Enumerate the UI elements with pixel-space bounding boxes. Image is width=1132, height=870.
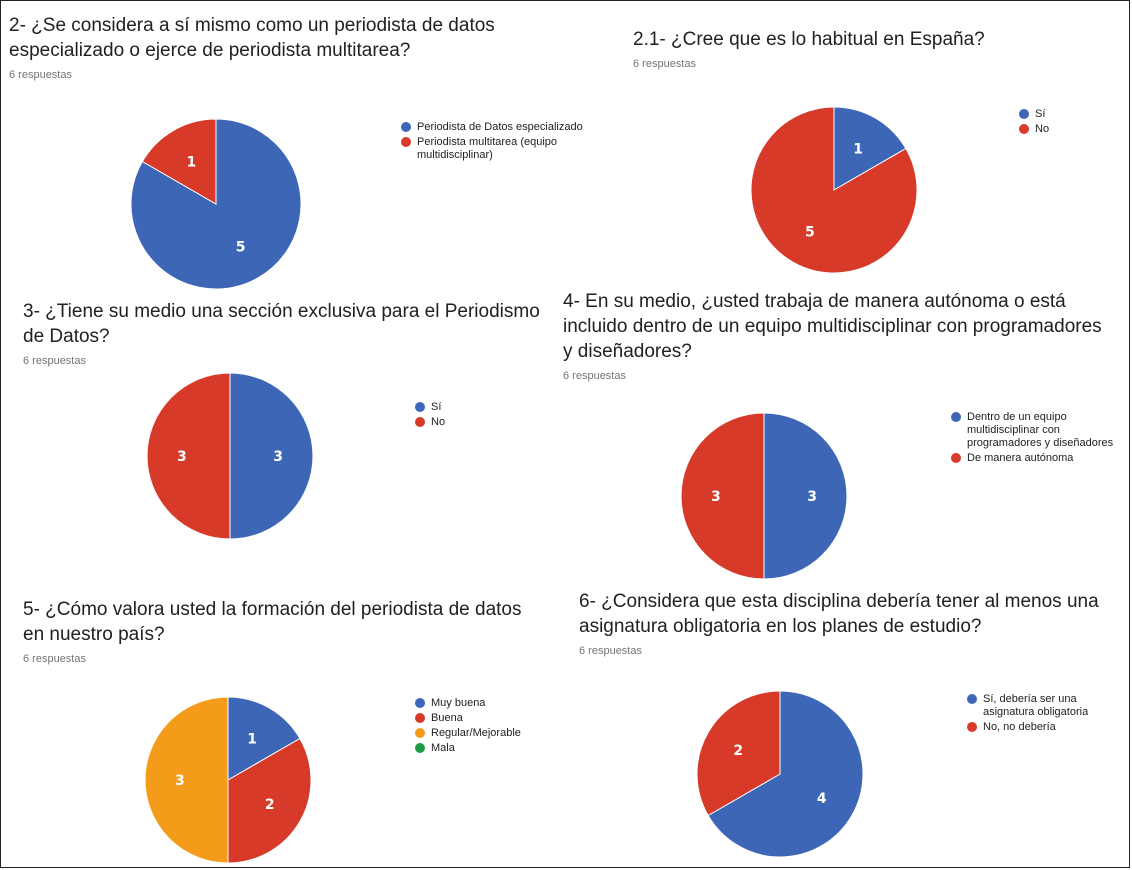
legend: Sí No [1019, 108, 1119, 138]
legend-swatch [951, 412, 961, 422]
pie-slice [707, 690, 864, 858]
response-count: 6 respuestas [23, 653, 86, 665]
legend-swatch [415, 402, 425, 412]
slice-value-label: 5 [236, 240, 246, 256]
pie-slice [144, 696, 229, 864]
legend-item: Mala [415, 742, 565, 755]
question-2-panel: 2- ¿Se considera a sí mismo como un peri… [9, 13, 509, 81]
pie-slice [227, 737, 312, 864]
legend-swatch [951, 453, 961, 463]
legend-item: Dentro de un equipo multidisciplinar con… [951, 411, 1129, 450]
legend-label: No [1035, 123, 1050, 135]
slice-value-label: 2 [265, 797, 275, 813]
slice-value-label: 3 [711, 489, 721, 505]
slice-value-label: 1 [186, 154, 196, 170]
legend-swatch [415, 728, 425, 738]
legend: Dentro de un equipo multidisciplinar con… [951, 411, 1129, 467]
legend-swatch [415, 713, 425, 723]
legend-swatch [1019, 124, 1029, 134]
legend-item: Sí [415, 401, 515, 414]
pie-chart: 33 [146, 372, 314, 540]
legend-label: Muy buena [431, 697, 486, 709]
slice-value-label: 4 [817, 791, 827, 807]
pie-slice [229, 372, 314, 540]
question-title: 4- En su medio, ¿usted trabaja de manera… [563, 291, 1102, 362]
legend-label: Buena [431, 712, 463, 724]
response-count: 6 respuestas [579, 645, 642, 657]
legend-item: De manera autónoma [951, 452, 1129, 465]
slice-value-label: 3 [807, 489, 817, 505]
slice-value-label: 1 [247, 731, 257, 747]
legend-label: Sí, debería ser una asignatura obligator… [983, 693, 1089, 718]
pie-chart: 33 [680, 412, 848, 580]
question-3-panel: 3- ¿Tiene su medio una sección exclusiva… [23, 299, 543, 367]
pie-chart: 51 [130, 118, 302, 290]
legend-item: Muy buena [415, 697, 565, 710]
legend-label: Mala [431, 742, 455, 754]
legend-label: Dentro de un equipo multidisciplinar con… [967, 411, 1114, 449]
legend-label: De manera autónoma [967, 452, 1074, 464]
legend: Sí No [415, 401, 515, 431]
slice-value-label: 2 [733, 743, 743, 759]
pie-slice [696, 690, 781, 817]
pie-chart: 15 [750, 106, 918, 274]
pie-slice [763, 412, 848, 580]
legend-item: Periodista multitarea (equipo multidisci… [401, 136, 591, 162]
legend-item: No [1019, 123, 1119, 136]
legend-swatch [415, 743, 425, 753]
question-title: 2- ¿Se considera a sí mismo como un peri… [9, 15, 495, 61]
question-5-panel: 5- ¿Cómo valora usted la formación del p… [23, 597, 543, 665]
response-count: 6 respuestas [563, 370, 626, 382]
question-4-panel: 4- En su medio, ¿usted trabaja de manera… [563, 289, 1113, 382]
slice-value-label: 3 [175, 773, 185, 789]
question-2-1-panel: 2.1- ¿Cree que es lo habitual en España?… [633, 27, 1113, 70]
legend-swatch [415, 698, 425, 708]
legend-item: Periodista de Datos especializado [401, 121, 591, 134]
legend-label: Regular/Mejorable [431, 727, 521, 739]
legend-item: Sí [1019, 108, 1119, 121]
pie-slice [833, 106, 907, 191]
pie-slice [750, 106, 918, 274]
pie-chart: 1 2 3 [144, 696, 312, 864]
legend-item: No, no debería [967, 721, 1127, 734]
question-6-panel: 6- ¿Considera que esta disciplina deberí… [579, 589, 1099, 657]
question-title: 5- ¿Cómo valora usted la formación del p… [23, 599, 522, 645]
response-count: 6 respuestas [23, 355, 86, 367]
legend-swatch [401, 137, 411, 147]
question-title: 3- ¿Tiene su medio una sección exclusiva… [23, 301, 540, 347]
legend: Periodista de Datos especializado Periodi… [401, 121, 591, 164]
slice-value-label: 3 [177, 449, 187, 465]
legend-label: No, no debería [983, 721, 1056, 733]
slice-value-label: 3 [273, 449, 283, 465]
legend-label: Sí [1035, 108, 1046, 120]
legend-label: Periodista multitarea (equipo multidisci… [417, 136, 558, 161]
legend-swatch [1019, 109, 1029, 119]
pie-chart: 42 [696, 690, 864, 858]
legend-item: Buena [415, 712, 565, 725]
pie-slice [680, 412, 765, 580]
response-count: 6 respuestas [9, 69, 72, 81]
legend-swatch [415, 417, 425, 427]
legend: Sí, debería ser una asignatura obligator… [967, 693, 1127, 736]
legend-swatch [401, 122, 411, 132]
legend-label: Sí [431, 401, 442, 413]
legend-swatch [967, 694, 977, 704]
slice-value-label: 1 [853, 141, 863, 157]
question-title: 2.1- ¿Cree que es lo habitual en España? [633, 29, 985, 50]
legend-label: Periodista de Datos especializado [417, 121, 583, 133]
legend-item: No [415, 416, 515, 429]
legend-item: Regular/Mejorable [415, 727, 565, 740]
legend-swatch [967, 722, 977, 732]
pie-slice [141, 118, 217, 205]
legend: Muy buena Buena Regular/Mejorable Mala [415, 697, 565, 757]
pie-slice [227, 696, 301, 781]
slice-value-label: 5 [805, 225, 815, 241]
pie-slice [146, 372, 231, 540]
question-title: 6- ¿Considera que esta disciplina deberí… [579, 591, 1099, 637]
legend-label: No [431, 416, 446, 428]
response-count: 6 respuestas [633, 58, 696, 70]
legend-item: Sí, debería ser una asignatura obligator… [967, 693, 1127, 719]
